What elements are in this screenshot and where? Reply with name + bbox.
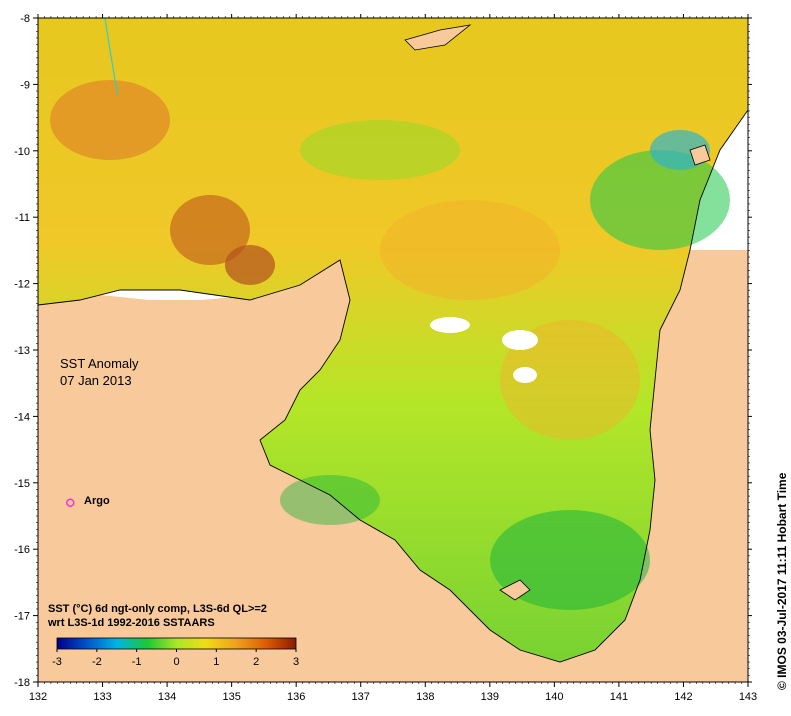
anomaly-patch — [225, 245, 275, 285]
island — [404, 24, 472, 51]
island — [499, 579, 531, 601]
x-tick-label: 141 — [610, 691, 628, 703]
colorbar-caption-line2: wrt L3S-1d 1992-2016 SSTAARS — [48, 617, 215, 629]
y-tick-label: -13 — [14, 345, 30, 357]
y-tick-label: -9 — [20, 79, 30, 91]
x-tick-label: 132 — [29, 691, 47, 703]
argo-label: Argo — [84, 495, 110, 507]
colorbar-tick-label: 1 — [213, 656, 219, 668]
x-tick-label: 133 — [93, 691, 111, 703]
river — [104, 18, 119, 96]
x-tick-label: 136 — [287, 691, 305, 703]
map-title: SST Anomaly 07 Jan 2013 — [60, 355, 139, 389]
anomaly-patch — [380, 200, 560, 300]
anomaly-patch — [590, 150, 730, 250]
x-tick-label: 139 — [481, 691, 499, 703]
map-title-line1: SST Anomaly — [60, 356, 139, 371]
colorbar — [56, 637, 297, 650]
colorbar-tick-label: -1 — [132, 656, 142, 668]
x-tick-label: 137 — [352, 691, 370, 703]
colorbar-caption-line1: SST (°C) 6d ngt-only comp, L3S-6d QL>=2 — [48, 603, 267, 615]
colorbar-tick-labels: -3 -2 -1 0 1 2 3 — [52, 649, 299, 668]
anomaly-patch — [170, 195, 250, 265]
map-title-date: 07 Jan 2013 — [60, 373, 132, 388]
sea-area — [38, 18, 748, 662]
colorbar-tick-label: 2 — [253, 656, 259, 668]
x-tick-label: 134 — [158, 691, 176, 703]
colorbar-tick-label: -3 — [52, 656, 62, 668]
island — [689, 144, 711, 166]
colorbar-caption: SST (°C) 6d ngt-only comp, L3S-6d QL>=2 … — [48, 602, 267, 630]
y-tick-label: -12 — [14, 279, 30, 291]
y-tick-label: -8 — [20, 13, 30, 25]
anomaly-patch — [500, 320, 640, 440]
x-tick-label: 138 — [416, 691, 434, 703]
y-tick-label: -16 — [14, 544, 30, 556]
y-tick-label: -14 — [14, 411, 30, 423]
x-axis: 132 133 134 135 136 137 138 139 140 141 142 143 — [29, 14, 757, 703]
colorbar-tick-label: 3 — [293, 656, 299, 668]
x-tick-label: 140 — [545, 691, 563, 703]
x-tick-label: 143 — [739, 691, 757, 703]
anomaly-patch — [50, 80, 170, 160]
x-tick-label: 135 — [222, 691, 240, 703]
y-axis: -8-9-10-11-12-13-14-15-16-17-18 — [14, 13, 752, 689]
anomaly-patch — [490, 510, 650, 610]
coastline — [38, 109, 748, 663]
anomaly-patch — [280, 475, 380, 525]
y-tick-label: -17 — [14, 611, 30, 623]
nodata-gap — [430, 317, 470, 333]
y-tick-label: -11 — [15, 212, 30, 224]
nodata-gap — [502, 330, 538, 350]
y-tick-label: -10 — [14, 146, 30, 158]
credit-text: © IMOS 03-Jul-2017 11:11 Hobart Time — [775, 472, 789, 690]
y-tick-label: -18 — [14, 677, 30, 689]
x-tick-label: 142 — [674, 691, 692, 703]
colorbar-tick-label: -2 — [92, 656, 102, 668]
nodata-gap — [513, 367, 537, 383]
y-tick-label: -15 — [14, 478, 30, 490]
colorbar-tick-label: 0 — [173, 656, 179, 668]
argo-marker — [66, 498, 75, 507]
anomaly-patch — [300, 120, 460, 180]
